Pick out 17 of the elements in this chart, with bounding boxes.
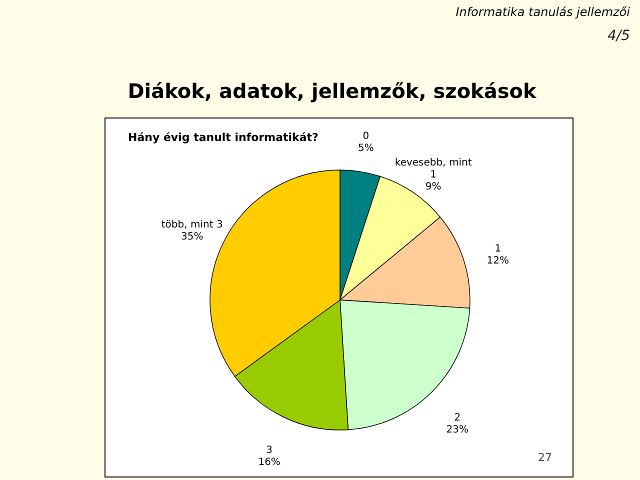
data-label: 9% xyxy=(425,182,442,193)
data-label: 16% xyxy=(258,457,280,468)
chart-title: Diákok, adatok, jellemzők, szokások xyxy=(128,79,537,103)
slice-label: 0 xyxy=(362,131,370,142)
text: 4/5 xyxy=(607,28,630,44)
text: 27 xyxy=(538,451,552,464)
data-label: 23% xyxy=(446,424,468,436)
data-label: 12% xyxy=(486,256,509,267)
slice-label: 1 xyxy=(494,244,502,255)
slice-label: kevesebb, mint 1 xyxy=(394,158,472,181)
slice-label: 3 xyxy=(266,445,273,456)
data-label: 35% xyxy=(180,232,204,243)
slice-label: több, mint 3 xyxy=(161,220,223,231)
chart-subtitle: Hány évig tanult informatikát? xyxy=(128,131,318,144)
slice-label: 2 xyxy=(454,412,461,424)
text: Informatika tanulás jellemzői xyxy=(456,5,631,19)
data-label: 5% xyxy=(358,143,374,154)
